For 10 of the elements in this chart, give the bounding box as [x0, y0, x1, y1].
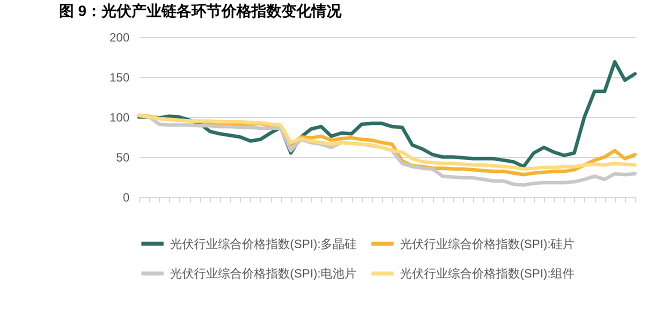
- y-tick-label: 200: [109, 30, 130, 44]
- y-tick-label: 50: [116, 150, 130, 164]
- legend-label: 光伏行业综合价格指数(SPI):多晶硅: [170, 236, 357, 251]
- y-tick-label: 150: [109, 70, 130, 84]
- legend-label: 光伏行业综合价格指数(SPI):电池片: [170, 266, 357, 280]
- legend-label: 光伏行业综合价格指数(SPI):组件: [400, 266, 575, 280]
- y-tick-label: 0: [122, 190, 130, 204]
- legend-label: 光伏行业综合价格指数(SPI):硅片: [400, 236, 575, 251]
- chart-title: 图 9：光伏产业链各环节价格指数变化情况: [58, 2, 342, 20]
- y-tick-label: 100: [109, 110, 130, 124]
